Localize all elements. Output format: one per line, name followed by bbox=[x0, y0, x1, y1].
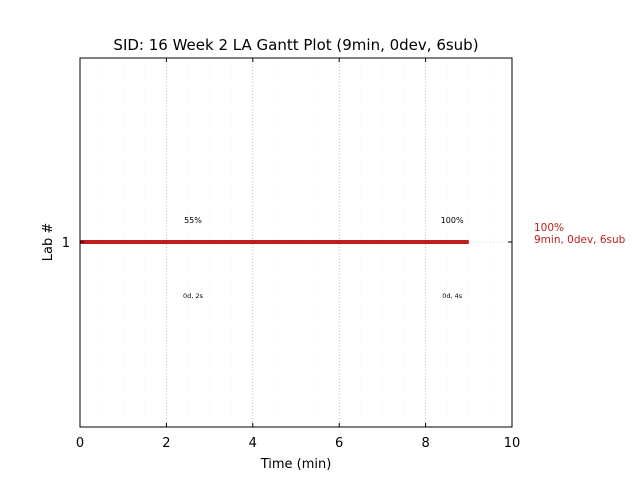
x-tick-label: 4 bbox=[249, 436, 257, 451]
x-axis-label: Time (min) bbox=[260, 457, 332, 472]
x-tick-label: 2 bbox=[162, 436, 170, 451]
chart-title: SID: 16 Week 2 LA Gantt Plot (9min, 0dev… bbox=[113, 36, 478, 54]
y-axis-ticks: 1 bbox=[62, 236, 512, 251]
x-axis-ticks: 0 2 4 6 8 10 bbox=[76, 58, 520, 451]
y-axis-label: Lab # bbox=[41, 223, 56, 262]
side-label-percent: 100% bbox=[534, 222, 564, 234]
side-labels: 100%9min, 0dev, 6sub bbox=[534, 222, 626, 246]
annotation-label: 0d, 2s bbox=[183, 292, 204, 300]
x-tick-label: 8 bbox=[421, 436, 429, 451]
x-tick-label: 6 bbox=[335, 436, 343, 451]
y-tick-label: 1 bbox=[62, 236, 70, 251]
x-tick-label: 10 bbox=[504, 436, 521, 451]
annotation-label: 0d, 4s bbox=[442, 292, 463, 300]
x-tick-label: 0 bbox=[76, 436, 84, 451]
annotations-layer: 55% 100% 0d, 2s 0d, 4s bbox=[183, 216, 464, 300]
side-label-summary: 9min, 0dev, 6sub bbox=[534, 234, 626, 246]
annotation-label: 100% bbox=[441, 216, 464, 225]
annotation-label: 55% bbox=[184, 216, 202, 225]
